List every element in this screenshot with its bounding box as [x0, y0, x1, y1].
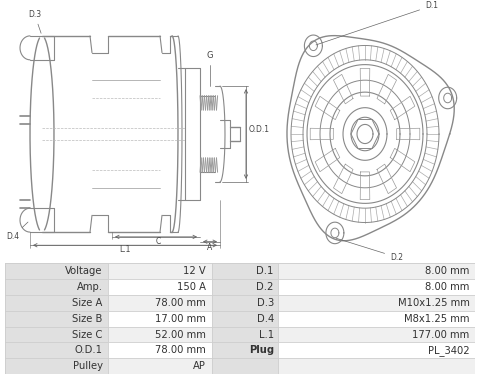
Bar — [108, 327, 212, 343]
Bar — [108, 279, 212, 295]
Text: D.4: D.4 — [257, 314, 274, 324]
Bar — [277, 311, 475, 327]
Text: 17.00 mm: 17.00 mm — [155, 314, 206, 324]
Text: G: G — [207, 51, 213, 60]
Bar — [5, 343, 108, 358]
Bar — [212, 327, 277, 343]
Bar — [212, 311, 277, 327]
Text: D.2: D.2 — [336, 238, 403, 262]
Bar — [212, 279, 277, 295]
Text: 177.00 mm: 177.00 mm — [412, 329, 469, 340]
Text: D.4: D.4 — [6, 222, 28, 241]
Text: M8x1.25 mm: M8x1.25 mm — [404, 314, 469, 324]
Bar — [108, 311, 212, 327]
Text: L.1: L.1 — [120, 246, 131, 255]
Text: D.1: D.1 — [256, 266, 274, 276]
Text: L.1: L.1 — [259, 329, 274, 340]
Bar — [212, 295, 277, 311]
Text: 8.00 mm: 8.00 mm — [425, 266, 469, 276]
Bar — [5, 295, 108, 311]
Text: 12 V: 12 V — [183, 266, 206, 276]
Bar — [5, 358, 108, 374]
Text: D.1: D.1 — [316, 2, 438, 45]
Text: Size C: Size C — [72, 329, 103, 340]
Text: 8.00 mm: 8.00 mm — [425, 282, 469, 292]
Text: O.D.1: O.D.1 — [249, 125, 270, 134]
Text: AP: AP — [193, 361, 206, 371]
Text: PL_3402: PL_3402 — [428, 345, 469, 356]
Bar — [212, 263, 277, 279]
Text: D.3: D.3 — [28, 10, 41, 33]
Bar — [108, 358, 212, 374]
Bar — [277, 343, 475, 358]
Text: Pulley: Pulley — [72, 361, 103, 371]
Bar — [108, 263, 212, 279]
Bar — [277, 263, 475, 279]
Text: C: C — [156, 237, 161, 246]
Bar — [277, 327, 475, 343]
Text: Size A: Size A — [72, 298, 103, 308]
Bar — [277, 295, 475, 311]
Text: D.2: D.2 — [256, 282, 274, 292]
Bar — [277, 358, 475, 374]
Bar — [5, 327, 108, 343]
Text: 78.00 mm: 78.00 mm — [156, 345, 206, 355]
Text: Voltage: Voltage — [65, 266, 103, 276]
Text: A: A — [207, 243, 213, 252]
Bar — [5, 263, 108, 279]
Bar — [212, 358, 277, 374]
Bar — [108, 343, 212, 358]
Text: 78.00 mm: 78.00 mm — [156, 298, 206, 308]
Bar — [5, 279, 108, 295]
Text: M10x1.25 mm: M10x1.25 mm — [398, 298, 469, 308]
Text: O.D.1: O.D.1 — [75, 345, 103, 355]
Bar — [277, 279, 475, 295]
Text: Plug: Plug — [249, 345, 274, 355]
Bar — [108, 295, 212, 311]
Bar — [5, 311, 108, 327]
Text: 52.00 mm: 52.00 mm — [155, 329, 206, 340]
Bar — [212, 343, 277, 358]
Text: Size B: Size B — [72, 314, 103, 324]
Text: Amp.: Amp. — [77, 282, 103, 292]
Text: D.3: D.3 — [257, 298, 274, 308]
Text: 150 A: 150 A — [177, 282, 206, 292]
